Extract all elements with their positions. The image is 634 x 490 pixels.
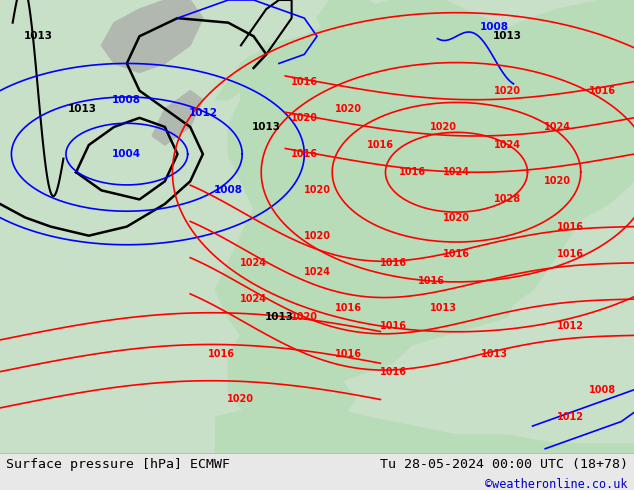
Text: 1013: 1013 — [68, 104, 97, 114]
Text: 1016: 1016 — [335, 348, 362, 359]
Text: 1020: 1020 — [304, 185, 330, 196]
Text: 1016: 1016 — [557, 221, 584, 232]
Polygon shape — [101, 0, 203, 73]
Text: 1016: 1016 — [367, 140, 394, 150]
Text: 1020: 1020 — [335, 104, 362, 114]
Text: 1016: 1016 — [399, 167, 425, 177]
Polygon shape — [152, 91, 203, 145]
Text: 1016: 1016 — [291, 149, 318, 159]
Text: 1020: 1020 — [291, 312, 318, 322]
Text: 1008: 1008 — [214, 185, 243, 196]
Text: 1016: 1016 — [380, 321, 406, 331]
Text: 1013: 1013 — [252, 122, 281, 132]
Text: 1020: 1020 — [494, 86, 521, 96]
Text: 1020: 1020 — [443, 213, 470, 222]
Text: 1024: 1024 — [240, 294, 267, 304]
Text: 1016: 1016 — [335, 303, 362, 313]
Text: 1024: 1024 — [240, 258, 267, 268]
Text: 1013: 1013 — [493, 31, 522, 41]
Text: 1016: 1016 — [443, 249, 470, 259]
Text: 1016: 1016 — [380, 258, 406, 268]
Polygon shape — [216, 54, 254, 99]
Polygon shape — [216, 408, 634, 453]
Text: 1016: 1016 — [380, 367, 406, 377]
Text: 1013: 1013 — [481, 348, 508, 359]
Text: 1008: 1008 — [480, 22, 509, 32]
Text: 1028: 1028 — [494, 195, 521, 204]
Polygon shape — [495, 0, 634, 308]
Text: 1013: 1013 — [264, 312, 294, 322]
Text: 1016: 1016 — [291, 76, 318, 87]
Text: 1013: 1013 — [23, 31, 53, 41]
Text: Surface pressure [hPa] ECMWF: Surface pressure [hPa] ECMWF — [6, 458, 230, 471]
Polygon shape — [216, 0, 571, 390]
Polygon shape — [228, 335, 355, 426]
Text: 1024: 1024 — [494, 140, 521, 150]
Text: ©weatheronline.co.uk: ©weatheronline.co.uk — [485, 478, 628, 490]
Text: 1013: 1013 — [430, 303, 457, 313]
Text: 1008: 1008 — [589, 385, 616, 395]
Text: 1020: 1020 — [291, 113, 318, 123]
Text: 1020: 1020 — [430, 122, 457, 132]
Text: 1012: 1012 — [188, 108, 217, 118]
Text: 1004: 1004 — [112, 149, 141, 159]
Text: 1008: 1008 — [112, 95, 141, 105]
Text: 1020: 1020 — [545, 176, 571, 186]
Text: 1020: 1020 — [304, 231, 330, 241]
Text: 1024: 1024 — [545, 122, 571, 132]
Polygon shape — [317, 0, 393, 54]
Text: 1016: 1016 — [589, 86, 616, 96]
Text: 1020: 1020 — [228, 394, 254, 404]
Text: 1012: 1012 — [557, 412, 584, 422]
Text: Tu 28-05-2024 00:00 UTC (18+78): Tu 28-05-2024 00:00 UTC (18+78) — [380, 458, 628, 471]
Text: 1016: 1016 — [418, 276, 444, 286]
Text: 1024: 1024 — [304, 267, 330, 277]
Text: 1012: 1012 — [557, 321, 584, 331]
Text: 1016: 1016 — [209, 348, 235, 359]
Text: 1016: 1016 — [557, 249, 584, 259]
Text: 1024: 1024 — [443, 167, 470, 177]
